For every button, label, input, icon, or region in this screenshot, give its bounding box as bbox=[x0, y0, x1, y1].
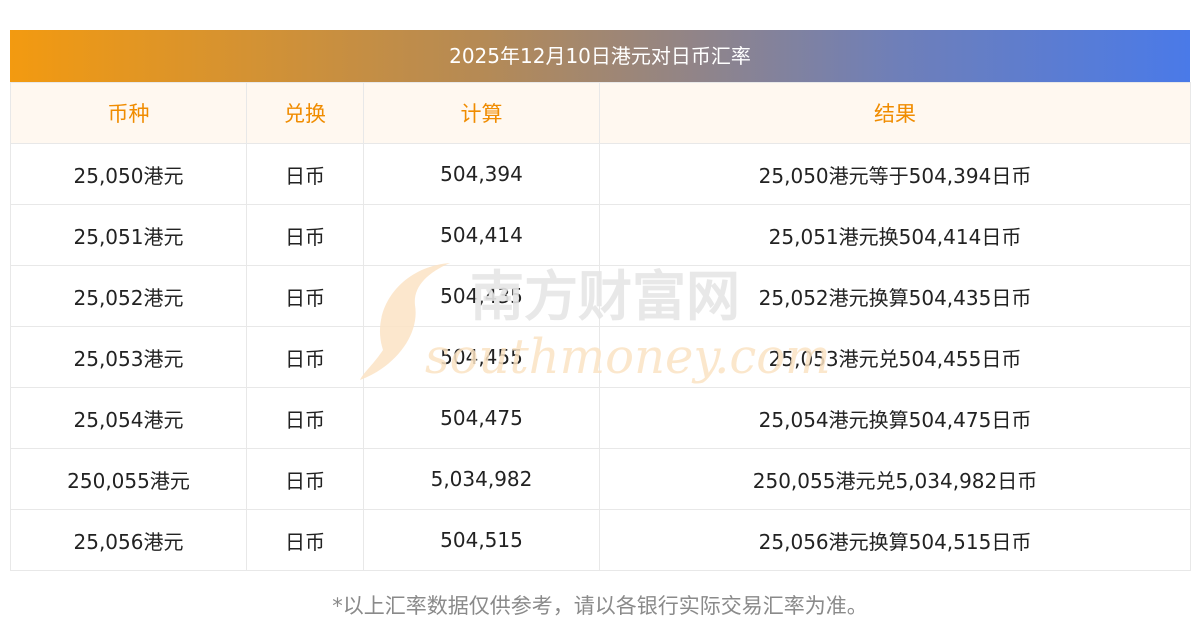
header-exchange: 兑换 bbox=[246, 82, 364, 144]
table-row: 250,055港元 日币 5,034,982 250,055港元兑5,034,9… bbox=[10, 448, 1191, 510]
cell-currency: 25,054港元 bbox=[10, 387, 247, 449]
cell-result: 25,052港元换算504,435日币 bbox=[599, 265, 1191, 327]
cell-result: 25,054港元换算504,475日币 bbox=[599, 387, 1191, 449]
cell-exchange: 日币 bbox=[246, 448, 364, 510]
cell-calculation: 504,455 bbox=[363, 326, 600, 388]
cell-currency: 25,056港元 bbox=[10, 509, 247, 571]
cell-exchange: 日币 bbox=[246, 265, 364, 327]
cell-calculation: 5,034,982 bbox=[363, 448, 600, 510]
table-row: 25,051港元 日币 504,414 25,051港元换504,414日币 bbox=[10, 204, 1191, 266]
cell-exchange: 日币 bbox=[246, 326, 364, 388]
cell-currency: 250,055港元 bbox=[10, 448, 247, 510]
cell-exchange: 日币 bbox=[246, 143, 364, 205]
header-result: 结果 bbox=[599, 82, 1191, 144]
table-row: 25,052港元 日币 504,435 25,052港元换算504,435日币 bbox=[10, 265, 1191, 327]
header-calculation: 计算 bbox=[363, 82, 600, 144]
table-row: 25,053港元 日币 504,455 25,053港元兑504,455日币 bbox=[10, 326, 1191, 388]
cell-currency: 25,051港元 bbox=[10, 204, 247, 266]
cell-currency: 25,053港元 bbox=[10, 326, 247, 388]
cell-result: 250,055港元兑5,034,982日币 bbox=[599, 448, 1191, 510]
table-row: 25,056港元 日币 504,515 25,056港元换算504,515日币 bbox=[10, 509, 1191, 571]
cell-exchange: 日币 bbox=[246, 509, 364, 571]
cell-currency: 25,052港元 bbox=[10, 265, 247, 327]
cell-currency: 25,050港元 bbox=[10, 143, 247, 205]
cell-exchange: 日币 bbox=[246, 387, 364, 449]
exchange-rate-table: 币种 兑换 计算 结果 25,050港元 日币 504,394 25,050港元… bbox=[10, 82, 1191, 571]
cell-calculation: 504,475 bbox=[363, 387, 600, 449]
cell-calculation: 504,414 bbox=[363, 204, 600, 266]
cell-result: 25,050港元等于504,394日币 bbox=[599, 143, 1191, 205]
exchange-rate-panel: 2025年12月10日港元对日币汇率 币种 兑换 计算 结果 25,050港元 … bbox=[10, 30, 1191, 571]
cell-result: 25,056港元换算504,515日币 bbox=[599, 509, 1191, 571]
cell-exchange: 日币 bbox=[246, 204, 364, 266]
cell-calculation: 504,435 bbox=[363, 265, 600, 327]
table-row: 25,054港元 日币 504,475 25,054港元换算504,475日币 bbox=[10, 387, 1191, 449]
table-title: 2025年12月10日港元对日币汇率 bbox=[10, 30, 1190, 82]
cell-result: 25,051港元换504,414日币 bbox=[599, 204, 1191, 266]
cell-result: 25,053港元兑504,455日币 bbox=[599, 326, 1191, 388]
header-currency: 币种 bbox=[10, 82, 247, 144]
footnote: *以上汇率数据仅供参考，请以各银行实际交易汇率为准。 bbox=[332, 594, 868, 618]
cell-calculation: 504,515 bbox=[363, 509, 600, 571]
table-row: 25,050港元 日币 504,394 25,050港元等于504,394日币 bbox=[10, 143, 1191, 205]
table-header-row: 币种 兑换 计算 结果 bbox=[10, 82, 1191, 144]
cell-calculation: 504,394 bbox=[363, 143, 600, 205]
